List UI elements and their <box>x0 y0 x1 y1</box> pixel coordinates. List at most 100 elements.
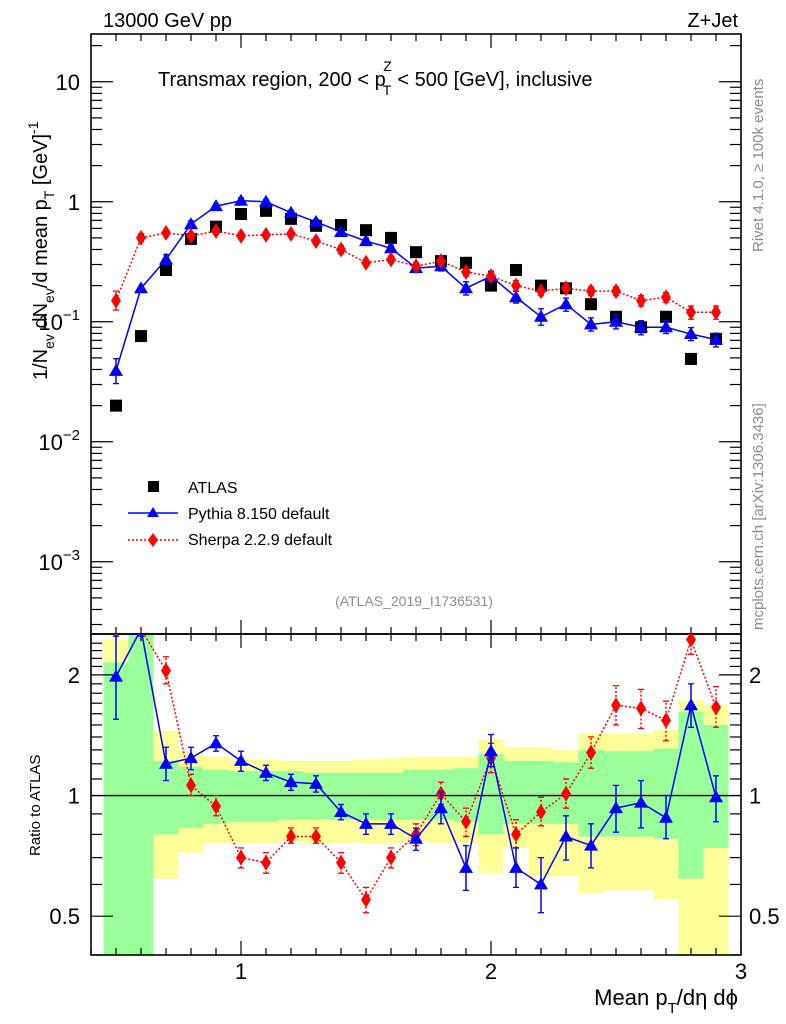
atlas-data-point <box>685 352 697 365</box>
mcplots-source-label: mcplots.cern.ch [arXiv:1306.3436] <box>750 403 767 630</box>
beam-energy-label: 13000 GeV pp <box>103 10 232 32</box>
process-label: Z+Jet <box>687 10 738 32</box>
pythia-data-point <box>634 320 648 333</box>
atlas-data-point <box>235 208 247 221</box>
title-pre: Transmax region, 200 < p <box>158 69 386 91</box>
sherpa-ratio-point <box>286 828 296 845</box>
pythia-ratio-point <box>309 776 323 789</box>
x-axis-label: Mean pT/dη dϕ <box>594 985 738 1017</box>
atlas-data-point <box>135 330 147 343</box>
sherpa-data-point <box>161 224 171 241</box>
ratio-y-tick-label-left: 0.5 <box>49 904 80 929</box>
ratio-band-inner <box>378 772 404 820</box>
atlas-data-point <box>660 310 672 323</box>
legend-item-pythia: Pythia 8.150 default <box>128 506 330 523</box>
x-tick-label: 2 <box>485 959 497 984</box>
pythia-ratio-point <box>584 838 598 851</box>
pythia-ratio-point <box>284 775 298 788</box>
pythia-ratio-point <box>659 810 673 823</box>
sherpa-data-point <box>111 292 121 309</box>
sherpa-ratio-point <box>186 777 196 794</box>
atlas-data-point <box>385 231 397 244</box>
ylabel-c: /d mean p <box>30 199 52 288</box>
y-axis-label: 1/Nev dNev/d mean pT [GeV]-1 <box>25 121 57 380</box>
sherpa-data-point <box>686 304 696 321</box>
pythia-ratio-point <box>109 669 123 682</box>
ratio-y-tick-label-right: 2 <box>749 663 761 688</box>
sherpa-ratio-point <box>511 826 521 843</box>
atlas-data-point <box>510 263 522 276</box>
atlas-data-point <box>360 224 372 237</box>
legend-triangle-marker <box>147 507 159 517</box>
ylabel-d-sup: -1 <box>25 121 41 134</box>
pythia-ratio-point <box>484 744 498 757</box>
pythia-data-point <box>559 297 573 310</box>
pythia-data-point <box>134 281 148 294</box>
pythia-ratio-point <box>409 831 423 844</box>
pythia-data-point <box>659 320 673 333</box>
sherpa-ratio-point <box>236 849 246 866</box>
atlas-data-point <box>160 263 172 276</box>
atlas-data-point <box>585 298 597 311</box>
ratio-band-inner <box>128 634 154 955</box>
ratio-band-inner <box>228 771 254 822</box>
ratio-band-inner <box>353 772 379 820</box>
y-tick-exponent: −2 <box>63 427 80 444</box>
pythia-ratio-point <box>534 877 548 890</box>
ylabel-a-sub: ev <box>41 334 57 349</box>
pythia-data-point <box>184 217 198 230</box>
pythia-data-point <box>159 252 173 265</box>
atlas-data-point <box>410 246 422 259</box>
legend-label-sherpa: Sherpa 2.2.9 default <box>188 532 333 549</box>
pythia-data-point <box>359 234 373 247</box>
atlas-data-point <box>110 399 122 412</box>
x-tick-label: 3 <box>735 959 747 984</box>
ratio-band-inner <box>578 749 604 837</box>
pythia-data-point <box>309 214 323 227</box>
sherpa-data-point <box>611 283 621 300</box>
atlas-data-point <box>485 279 497 292</box>
sherpa-data-point <box>711 304 721 321</box>
y-tick-label: 10 <box>56 70 80 95</box>
pythia-ratio-point <box>334 804 348 817</box>
sherpa-ratio-point <box>311 828 321 845</box>
sherpa-data-point <box>661 289 671 306</box>
y-tick-exponent: −1 <box>63 307 80 324</box>
title-sub: T <box>383 82 392 98</box>
sherpa-data-point <box>311 233 321 250</box>
sherpa-data-point <box>586 283 596 300</box>
pythia-data-point <box>384 241 398 254</box>
pythia-data-point <box>234 193 248 206</box>
atlas-data-point <box>460 256 472 269</box>
pythia-data-point <box>109 363 123 376</box>
sherpa-ratio-point <box>586 744 596 761</box>
legend-item-atlas: ATLAS <box>148 480 238 497</box>
sherpa-ratio-point <box>161 662 171 679</box>
sherpa-data-point <box>511 277 521 294</box>
legend-diamond-marker <box>148 533 158 547</box>
sherpa-data-point <box>361 254 371 271</box>
pythia-ratio-point <box>134 634 148 635</box>
y-tick-label: 10−2 <box>38 427 80 455</box>
ratio-y-tick-label-left: 1 <box>68 784 80 809</box>
sherpa-ratio-point <box>686 634 696 648</box>
ratio-plot-series <box>109 634 723 914</box>
sherpa-data-point <box>286 225 296 242</box>
legend-label-pythia: Pythia 8.150 default <box>188 506 330 523</box>
ratio-uncertainty-bands <box>103 634 729 955</box>
sherpa-data-point <box>411 258 421 275</box>
sherpa-ratio-point <box>536 803 546 820</box>
sherpa-data-point <box>236 227 246 244</box>
sherpa-ratio-point <box>711 699 721 716</box>
y-tick-base: 10 <box>38 550 62 575</box>
ratio-y-tick-label-left: 2 <box>68 663 80 688</box>
ylabel-c-sub: T <box>41 190 57 199</box>
pythia-ratio-point <box>609 801 623 814</box>
title-post: < 500 [GeV], inclusive <box>392 69 593 91</box>
sherpa-data-point <box>436 253 446 270</box>
x-tick-label: 1 <box>235 959 247 984</box>
sherpa-ratio-point <box>636 700 646 717</box>
xlabel-b: /dη dϕ <box>677 985 738 1010</box>
ylabel-d: [GeV] <box>30 134 52 191</box>
pythia-line <box>115 199 717 372</box>
